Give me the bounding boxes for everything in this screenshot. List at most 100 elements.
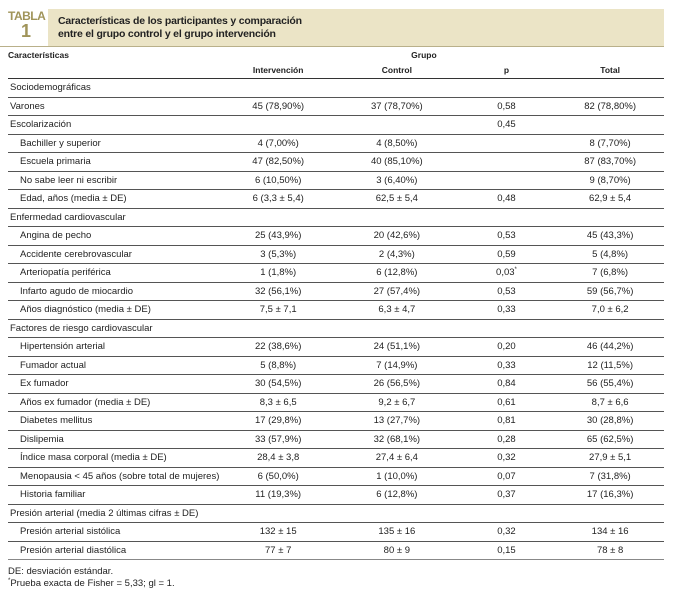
intervention-value xyxy=(219,319,338,338)
table-row: Factores de riesgo cardiovascular xyxy=(8,319,664,338)
p-value: 0,07 xyxy=(456,467,557,486)
table-row: Presión arterial (media 2 últimas cifras… xyxy=(8,504,664,523)
row-label: Arteriopatía periférica xyxy=(8,263,220,283)
row-label: Bachiller y superior xyxy=(8,134,220,153)
total-value: 17 (16,3%) xyxy=(556,485,664,505)
total-value: 27,9 ± 5,1 xyxy=(556,448,664,468)
p-value: 0,59 xyxy=(456,245,557,264)
p-value: 0,58 xyxy=(456,97,557,116)
p-value: 0,84 xyxy=(456,374,557,394)
row-label: Infarto agudo de miocardio xyxy=(8,282,220,301)
control-value: 1 (10,0%) xyxy=(337,467,457,486)
title-band xyxy=(48,9,664,46)
total-value: 46 (44,2%) xyxy=(556,337,664,357)
row-label: No sabe leer ni escribir xyxy=(8,171,220,190)
p-value xyxy=(456,208,557,227)
table-content: Características Grupo Intervención Contr… xyxy=(8,0,664,590)
p-value: 0,20 xyxy=(456,337,557,357)
control-value: 26 (56,5%) xyxy=(337,374,457,394)
p-value xyxy=(456,134,557,153)
intervention-value: 11 (19,3%) xyxy=(219,485,338,505)
p-value: 0,48 xyxy=(456,189,557,209)
total-value: 62,9 ± 5,4 xyxy=(556,189,664,209)
intervention-value: 77 ± 7 xyxy=(219,541,338,560)
row-label: Índice masa corporal (media ± DE) xyxy=(8,448,220,468)
total-value: 7 (31,8%) xyxy=(556,467,664,486)
row-label: Presión arterial (media 2 últimas cifras… xyxy=(8,504,220,523)
control-value xyxy=(337,504,457,523)
col-p: p xyxy=(456,63,557,79)
table-row: Accidente cerebrovascular 3 (5,3%) 2 (4,3%… xyxy=(8,245,664,264)
p-value: 0,33 xyxy=(456,300,557,320)
p-value: 0,53 xyxy=(456,226,557,246)
row-label: Escolarización xyxy=(8,115,220,135)
total-value: 8,7 ± 6,6 xyxy=(556,393,664,412)
intervention-value: 30 (54,5%) xyxy=(219,374,338,394)
intervention-value: 32 (56,1%) xyxy=(219,282,338,301)
p-value: 0,53 xyxy=(456,282,557,301)
total-value: 7 (6,8%) xyxy=(556,263,664,283)
table-number-label: TABLA 1 xyxy=(8,9,46,40)
control-value: 62,5 ± 5,4 xyxy=(337,189,457,209)
total-value: 56 (55,4%) xyxy=(556,374,664,394)
table-row: Años diagnóstico (media ± DE) 7,5 ± 7,1 6,… xyxy=(8,300,664,320)
control-value: 13 (27,7%) xyxy=(337,411,457,431)
p-value: 0,32 xyxy=(456,522,557,542)
tabla-label: TABLA xyxy=(8,9,46,23)
table-row: Dislipemia 33 (57,9%) 32 (68,1%) 0,28 65 (62… xyxy=(8,430,664,449)
control-value: 3 (6,40%) xyxy=(337,171,457,190)
total-value: 12 (11,5%) xyxy=(556,356,664,375)
control-value: 27,4 ± 6,4 xyxy=(337,448,457,468)
col-control: Control xyxy=(337,63,457,79)
intervention-value: 17 (29,8%) xyxy=(219,411,338,431)
control-value xyxy=(337,208,457,227)
control-value: 4 (8,50%) xyxy=(337,134,457,153)
p-value xyxy=(456,152,557,172)
p-value-text: 0,03 xyxy=(496,267,515,279)
p-value: 0,03* xyxy=(456,263,557,283)
table-row: Diabetes mellitus 17 (29,8%) 13 (27,7%) 0,8… xyxy=(8,411,664,431)
intervention-value: 1 (1,8%) xyxy=(219,263,338,283)
total-value xyxy=(556,115,664,135)
row-label: Diabetes mellitus xyxy=(8,411,220,431)
row-label: Escuela primaria xyxy=(8,152,220,172)
total-value: 30 (28,8%) xyxy=(556,411,664,431)
intervention-value: 25 (43,9%) xyxy=(219,226,338,246)
row-label: Menopausia < 45 años (sobre total de muj… xyxy=(8,467,220,486)
control-value xyxy=(337,319,457,338)
intervention-value: 6 (50,0%) xyxy=(219,467,338,486)
total-value: 45 (43,3%) xyxy=(556,226,664,246)
control-value: 6,3 ± 4,7 xyxy=(337,300,457,320)
note-fisher: *Prueba exacta de Fisher = 5,33; gl = 1. xyxy=(8,578,664,590)
table-row: Edad, años (media ± DE) 6 (3,3 ± 5,4) 62,5… xyxy=(8,189,664,209)
table-row: Ex fumador 30 (54,5%) 26 (56,5%) 0,84 56 (55… xyxy=(8,374,664,394)
p-value: 0,61 xyxy=(456,393,557,412)
control-value xyxy=(337,78,457,98)
control-value: 20 (42,6%) xyxy=(337,226,457,246)
p-value: 0,45 xyxy=(456,115,557,135)
intervention-value: 6 (10,50%) xyxy=(219,171,338,190)
intervention-value xyxy=(219,208,338,227)
control-value: 37 (78,70%) xyxy=(337,97,457,116)
intervention-value: 28,4 ± 3,8 xyxy=(219,448,338,468)
total-value: 65 (62,5%) xyxy=(556,430,664,449)
table-row: Bachiller y superior 4 (7,00%) 4 (8,50%) 8 … xyxy=(8,134,664,153)
p-value: 0,81 xyxy=(456,411,557,431)
intervention-value: 7,5 ± 7,1 xyxy=(219,300,338,320)
intervention-value: 5 (8,8%) xyxy=(219,356,338,375)
p-value xyxy=(456,504,557,523)
table-row: Enfermedad cardiovascular xyxy=(8,208,664,227)
control-value: 27 (57,4%) xyxy=(337,282,457,301)
row-label: Edad, años (media ± DE) xyxy=(8,189,220,209)
control-value: 6 (12,8%) xyxy=(337,263,457,283)
footnote-mark: * xyxy=(8,577,11,584)
total-value xyxy=(556,319,664,338)
row-label: Presión arterial sistólica xyxy=(8,522,220,542)
row-label: Ex fumador xyxy=(8,374,220,394)
table-row: Varones 45 (78,90%) 37 (78,70%) 0,58 82 (78,… xyxy=(8,97,664,116)
col-total: Total xyxy=(556,63,664,79)
footnote-mark: * xyxy=(514,267,517,274)
table-row: Escuela primaria 47 (82,50%) 40 (85,10%) 87… xyxy=(8,152,664,172)
control-value: 32 (68,1%) xyxy=(337,430,457,449)
